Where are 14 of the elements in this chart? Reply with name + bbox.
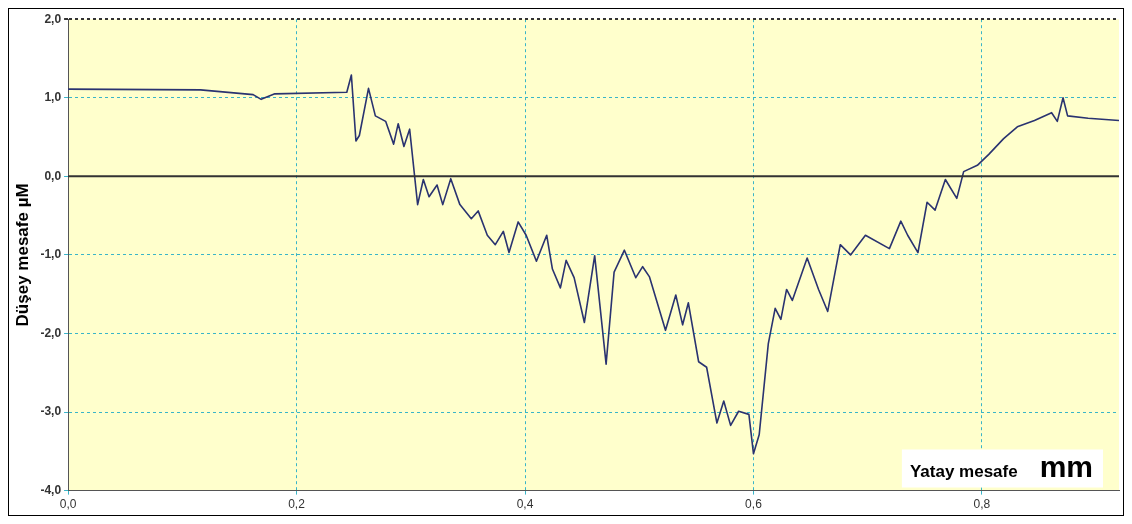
y-tick-label: -1,0 <box>40 247 62 262</box>
x-tick-label: 0,8 <box>973 497 991 512</box>
y-axis-title: Düşey mesafe µM <box>12 183 32 327</box>
x-tick-label: 0,0 <box>59 497 77 512</box>
y-tick-label: -3,0 <box>40 404 62 419</box>
y-tick-label: 2,0 <box>44 11 62 26</box>
y-tick-label: 1,0 <box>44 90 62 105</box>
y-tick-label: 0,0 <box>44 168 62 183</box>
x-tick-label: 0,4 <box>516 497 534 512</box>
text: Yatay mesafe mm <box>909 449 1094 483</box>
y-tick-label: -4,0 <box>40 482 62 497</box>
y-tick-label: -2,0 <box>40 325 62 340</box>
x-tick-label: 0,6 <box>745 497 763 512</box>
x-tick-label: 0,2 <box>288 497 306 512</box>
